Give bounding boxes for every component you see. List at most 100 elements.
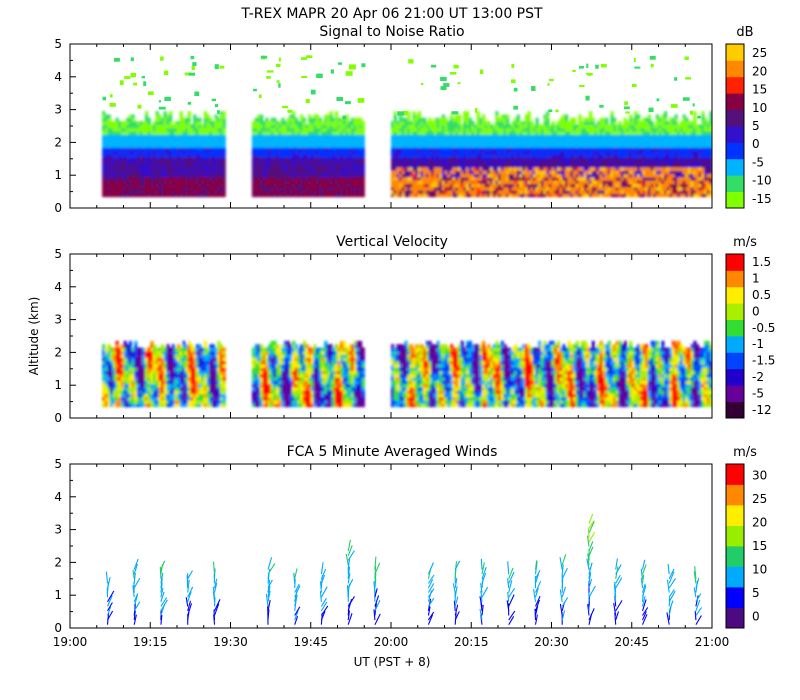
snr-cell — [586, 134, 590, 139]
snr-cell — [482, 140, 486, 145]
snr-cell — [682, 147, 686, 152]
snr-cell — [679, 121, 684, 125]
snr-cell — [704, 173, 708, 178]
snr-cell — [203, 130, 208, 135]
snr-cell — [647, 163, 652, 168]
snr-cell — [605, 176, 609, 181]
snr-cell — [562, 147, 566, 152]
snr-cell — [701, 124, 705, 129]
snr-cell — [160, 153, 165, 158]
snr-cell — [187, 176, 191, 181]
snr-cell — [139, 130, 143, 135]
snr-cell — [690, 124, 694, 129]
snr-cell — [219, 140, 224, 145]
snr-cell — [286, 176, 290, 181]
snr-cell — [540, 176, 545, 181]
snr-cell — [666, 130, 670, 135]
snr-cell — [484, 186, 488, 191]
snr-cell — [436, 167, 440, 171]
snr-cell — [396, 153, 400, 158]
snr-cell — [564, 190, 569, 194]
snr-cell — [302, 124, 306, 129]
snr-cell — [169, 127, 173, 132]
snr-cell — [123, 163, 127, 168]
snr-cell — [423, 147, 427, 152]
snr-cell — [404, 117, 408, 122]
snr-cell — [495, 127, 499, 132]
snr-cell — [538, 124, 542, 129]
snr-cell — [473, 183, 478, 188]
snr-cell — [155, 130, 159, 135]
snr-cell — [190, 147, 194, 152]
snr-cell — [300, 127, 304, 132]
snr-cell — [284, 193, 288, 198]
snr-cell — [265, 144, 269, 148]
snr-cell — [268, 180, 272, 184]
snr-cell — [658, 176, 662, 181]
snr-cell — [179, 111, 183, 116]
snr-cell — [211, 183, 216, 188]
snr-cell — [337, 153, 341, 158]
snr-cell — [706, 147, 710, 152]
snr-cell — [412, 183, 416, 188]
snr-cell — [134, 124, 138, 129]
snr-cell — [572, 121, 577, 125]
snr-cell — [169, 124, 173, 129]
snr-cell — [391, 153, 395, 158]
snr-cell — [102, 183, 106, 188]
snr-cell — [401, 193, 405, 198]
snr-cell — [150, 137, 154, 142]
snr-cell — [527, 127, 531, 132]
snr-cell — [570, 153, 574, 158]
snr-cell — [637, 193, 641, 198]
snr-cell — [259, 140, 264, 145]
snr-cell — [136, 147, 141, 152]
snr-cell — [201, 180, 205, 184]
snr-cell — [334, 163, 339, 168]
snr-cell — [583, 137, 587, 142]
snr-cell — [404, 186, 408, 191]
snr-cell — [690, 173, 694, 178]
snr-cell — [257, 117, 261, 122]
snr-cell — [321, 190, 325, 194]
snr-cell — [251, 180, 256, 184]
snr-cell — [425, 140, 430, 145]
snr-cell — [112, 193, 117, 198]
snr-cell — [326, 186, 331, 191]
snr-cell — [305, 124, 309, 129]
snr-cell — [575, 130, 579, 135]
snr-cell — [677, 167, 681, 171]
snr-cell — [564, 157, 569, 162]
snr-cell — [540, 134, 545, 139]
snr-cell — [556, 167, 561, 171]
snr-cell — [508, 127, 512, 132]
snr-cell — [642, 186, 646, 191]
snr-cell — [128, 150, 133, 155]
snr-cell — [655, 144, 660, 148]
snr-cell — [706, 170, 710, 175]
snr-cell — [131, 163, 135, 168]
snr-cell — [337, 163, 341, 168]
snr-cell — [546, 186, 550, 191]
snr-cell — [412, 144, 416, 148]
snr-cell — [634, 144, 638, 148]
snr-cell — [447, 137, 451, 142]
snr-cell — [431, 176, 435, 181]
snr-cell — [554, 130, 558, 135]
snr-cell — [219, 144, 224, 148]
snr-cell — [548, 176, 553, 181]
snr-cell — [693, 180, 697, 184]
snr-cell — [645, 124, 649, 129]
snr-cell — [286, 117, 290, 122]
snr-cell — [286, 170, 290, 175]
snr-cell — [492, 180, 496, 184]
snr-cell — [423, 167, 427, 171]
snr-cell — [687, 150, 692, 155]
snr-cell — [484, 127, 488, 132]
snr-cell — [147, 127, 151, 132]
snr-cell — [417, 114, 422, 119]
snr-cell — [391, 193, 395, 198]
snr-cell — [281, 180, 285, 184]
snr-cell — [690, 160, 694, 165]
snr-cell — [120, 127, 125, 132]
